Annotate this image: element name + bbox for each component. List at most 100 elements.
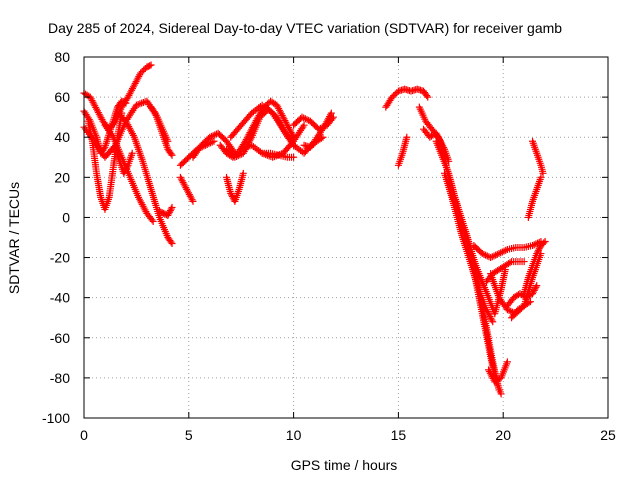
data-point [525, 299, 533, 307]
data-point [534, 248, 542, 256]
data-point [432, 129, 440, 137]
data-point [285, 125, 293, 133]
y-tick-label: 80 [54, 49, 70, 65]
data-point [128, 149, 136, 157]
data-point [121, 168, 129, 176]
x-tick-label: 10 [286, 427, 302, 443]
data-point [533, 250, 541, 258]
data-point [121, 98, 129, 106]
data-point [539, 169, 547, 177]
data-point [166, 208, 174, 216]
data-point [532, 240, 540, 248]
series-arc-h [147, 103, 176, 159]
x-tick-label: 20 [495, 427, 511, 443]
data-point [483, 252, 491, 260]
data-point [206, 133, 214, 141]
data-point [308, 142, 316, 150]
y-axis-label: SDTVAR / TECUs [6, 182, 22, 294]
series-arc-j [176, 173, 197, 205]
series-arc-n [223, 169, 247, 205]
data-point [488, 253, 496, 261]
data-point [434, 132, 442, 140]
data-point [168, 240, 176, 248]
data-point [531, 285, 539, 293]
x-tick-labels: 0 5 10 15 20 25 [80, 427, 616, 443]
data-point [167, 150, 175, 158]
data-point [120, 169, 128, 177]
y-tick-labels: 80 60 40 20 0 -20 -40 -60 -80 -100 [42, 49, 70, 426]
data-point [236, 151, 244, 159]
y-tick-label: 0 [62, 209, 70, 225]
x-tick-label: 15 [391, 427, 407, 443]
chart-title: Day 285 of 2024, Sidereal Day-to-day VTE… [48, 20, 562, 36]
data-point [502, 246, 510, 254]
data-point [303, 116, 311, 124]
series-arc-r [290, 113, 337, 133]
data-point [388, 93, 396, 101]
series-arc-ab [453, 209, 509, 318]
data-point [168, 151, 176, 159]
data-point [149, 217, 157, 225]
data-point [207, 139, 215, 147]
axis-ticks [83, 56, 609, 419]
data-point [497, 390, 505, 398]
data-point [210, 137, 218, 145]
data-point [403, 133, 411, 141]
data-point [520, 258, 528, 266]
data-point [231, 153, 239, 161]
data-point [189, 197, 197, 205]
x-tick-label: 5 [185, 427, 193, 443]
data-point [138, 68, 146, 76]
data-point [306, 143, 314, 151]
data-point [164, 211, 172, 219]
data-point [424, 93, 432, 101]
data-point [540, 239, 548, 247]
data-point [327, 109, 335, 117]
data-point [310, 140, 318, 148]
series-arc-aj [524, 173, 545, 221]
data-point [478, 250, 486, 258]
data-point [482, 251, 490, 259]
data-point [147, 61, 155, 69]
data-point [487, 254, 495, 262]
y-tick-label: 40 [54, 129, 70, 145]
data-point [498, 248, 506, 256]
data-point [137, 69, 145, 77]
x-tick-label: 0 [80, 427, 88, 443]
data-point [537, 173, 545, 181]
series-arc-ac [485, 358, 511, 386]
data-point [300, 121, 308, 129]
data-point [188, 196, 196, 204]
data-point [492, 251, 500, 259]
data-point [122, 99, 130, 107]
data-point [535, 245, 543, 253]
data-point [497, 249, 505, 257]
data-point [239, 169, 247, 177]
y-tick-label: -20 [50, 250, 70, 266]
data-point [300, 114, 308, 122]
data-point [390, 92, 398, 100]
series-arc-l [189, 129, 239, 161]
data-point [290, 153, 298, 161]
data-point [123, 163, 131, 171]
data-point [148, 216, 156, 224]
data-point [233, 152, 241, 160]
data-point [146, 62, 154, 70]
data-point [423, 92, 431, 100]
series-arc-y [432, 137, 503, 394]
grid-lines [84, 57, 608, 418]
data-point [208, 138, 216, 146]
data-point [122, 166, 130, 174]
data-point [318, 124, 326, 132]
data-point [480, 250, 488, 258]
series-arc-u [382, 85, 432, 111]
data-point [301, 115, 309, 123]
data-point [316, 124, 324, 132]
data-point [530, 241, 538, 249]
data-point [150, 108, 158, 116]
x-tick-label: 25 [600, 427, 616, 443]
data-point [319, 133, 327, 141]
data-marks [80, 61, 549, 398]
data-point [391, 90, 399, 98]
